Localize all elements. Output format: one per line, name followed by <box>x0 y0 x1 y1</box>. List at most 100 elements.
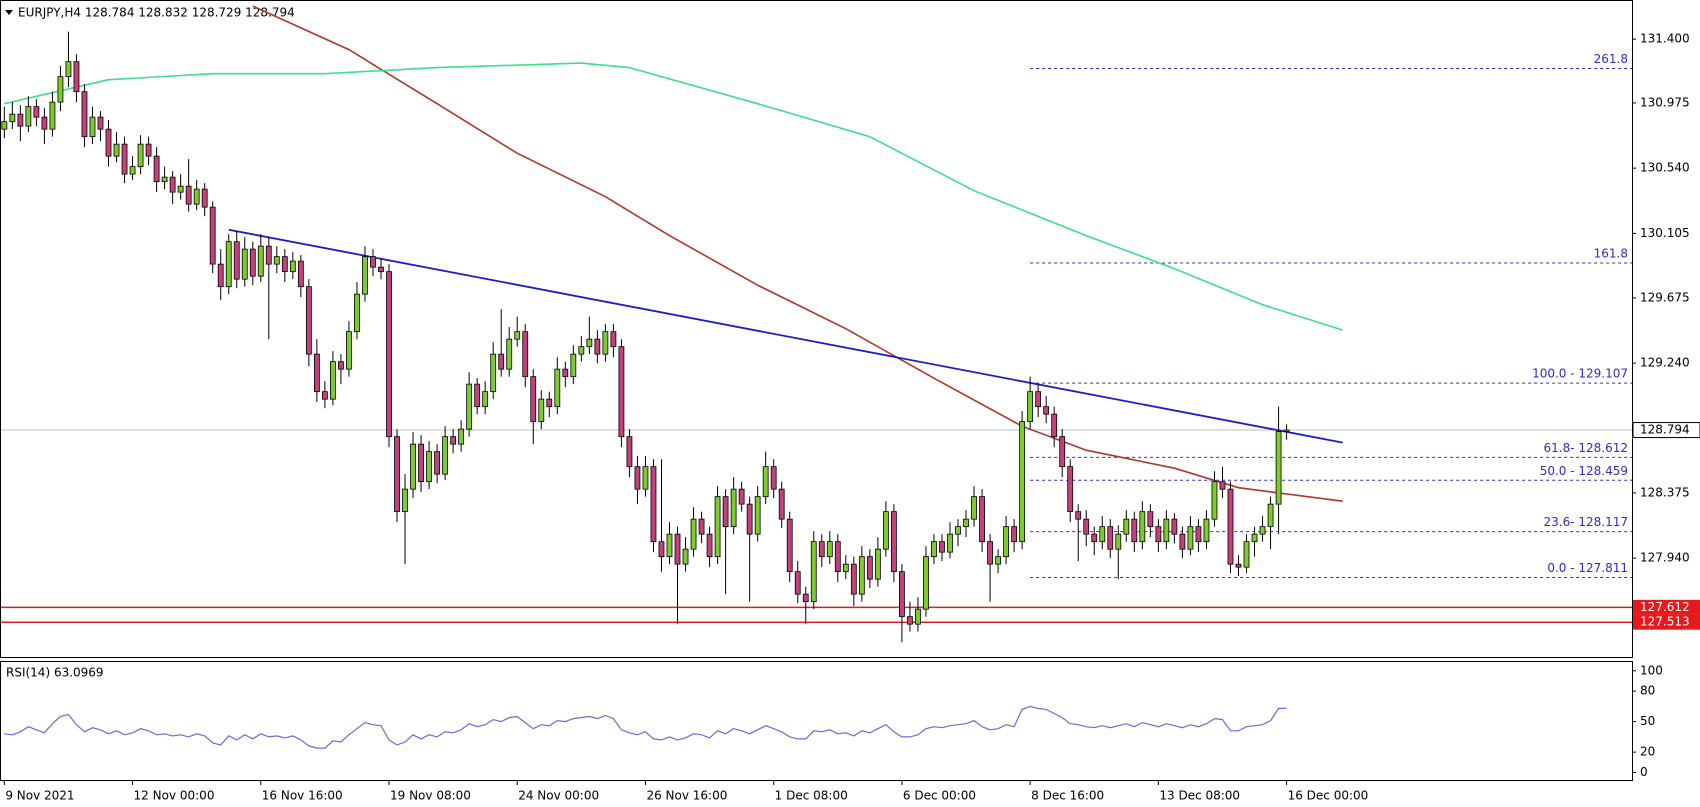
candle-body <box>1275 431 1282 505</box>
fib-label: 261.8 <box>1594 52 1628 66</box>
candle-body <box>73 61 80 93</box>
candle-body <box>249 248 256 277</box>
symbol-arrow <box>5 10 13 15</box>
y-tick-label: 130.540 <box>1640 161 1690 175</box>
candle-body <box>193 188 200 205</box>
candle-body <box>690 518 697 550</box>
candle-body <box>297 260 304 288</box>
candle-body <box>931 541 937 558</box>
fib-label: 100.0 - 129.107 <box>1532 367 1628 381</box>
candle-body <box>923 556 929 610</box>
candle-body <box>578 346 585 355</box>
candle-body <box>1139 511 1146 543</box>
candle-body <box>89 116 96 138</box>
candle-body <box>915 608 921 625</box>
price-label: 127.513 <box>1640 615 1690 629</box>
candle-body <box>281 256 288 273</box>
candle-body <box>17 113 24 127</box>
y-tick-label: 128.375 <box>1640 485 1690 499</box>
candle-body <box>1003 526 1009 558</box>
rsi-title: RSI(14) 63.0969 <box>6 666 104 680</box>
candle-body <box>1091 533 1098 543</box>
candle-body <box>538 398 545 423</box>
candle-body <box>562 368 569 378</box>
candle-body <box>41 116 48 130</box>
candle-body <box>714 496 721 558</box>
candle-body <box>963 518 969 528</box>
candle-body <box>594 338 601 355</box>
candle-body <box>330 361 336 400</box>
x-tick-label: 16 Nov 16:00 <box>262 789 343 803</box>
candle-body <box>354 293 360 333</box>
candle-body <box>105 128 112 157</box>
candle-body <box>185 185 192 205</box>
candle-body <box>434 451 440 475</box>
y-tick-label: 130.105 <box>1640 226 1690 240</box>
candle-body <box>730 488 737 528</box>
candle-body <box>770 466 777 490</box>
candle-body <box>858 556 865 595</box>
fib-label: 23.6- 128.117 <box>1544 515 1629 529</box>
y-tick-label: 127.940 <box>1640 551 1690 565</box>
candle-body <box>1 121 8 130</box>
candle-body <box>241 248 248 280</box>
candle-body <box>1155 526 1162 543</box>
candle-body <box>834 541 841 573</box>
candle-body <box>1243 541 1250 568</box>
candle-body <box>217 263 224 288</box>
candle-body <box>402 488 408 513</box>
fib-label: 50.0 - 128.459 <box>1540 464 1628 478</box>
candle-body <box>169 176 176 193</box>
x-tick-label: 16 Dec 00:00 <box>1288 789 1369 803</box>
x-tick-label: 13 Dec 08:00 <box>1159 789 1240 803</box>
candle-body <box>514 331 521 340</box>
trendline <box>228 228 1343 444</box>
candle-body <box>25 106 32 127</box>
x-tick-label: 8 Dec 16:00 <box>1031 789 1104 803</box>
candle-body <box>794 571 801 595</box>
candle-body <box>506 338 513 370</box>
candle-body <box>1131 518 1138 543</box>
candle-body <box>546 398 553 408</box>
y-tick-label: 129.675 <box>1640 290 1690 304</box>
candle-body <box>1035 391 1042 408</box>
y-tick-label: 131.400 <box>1640 32 1690 46</box>
candle-body <box>9 113 16 123</box>
chart-title: EURJPY,H4 128.784 128.832 128.729 128.79… <box>18 6 295 20</box>
candle-body <box>498 353 505 370</box>
candle-body <box>762 466 769 498</box>
candle-body <box>201 188 208 208</box>
candle-body <box>907 616 913 625</box>
candle-body <box>1051 413 1058 438</box>
y-tick-label: 129.240 <box>1640 356 1690 370</box>
candle-body <box>955 526 961 535</box>
y-tick-label: 100 <box>1640 663 1663 677</box>
candle-body <box>610 331 617 348</box>
price-label-box <box>1633 599 1700 615</box>
rsi-line <box>4 705 1287 749</box>
candle-body <box>971 496 977 520</box>
candle-body <box>778 488 785 520</box>
candle-body <box>1115 533 1122 550</box>
candle-body <box>338 361 344 370</box>
candle-body <box>482 391 489 408</box>
candle-body <box>129 166 136 175</box>
candle-body <box>386 271 392 438</box>
candle-body <box>113 143 120 157</box>
candle-body <box>586 338 593 348</box>
candle-body <box>570 353 577 378</box>
candle-body <box>899 571 905 618</box>
candle-body <box>121 143 128 175</box>
candle-body <box>650 466 657 543</box>
candle-body <box>57 76 64 103</box>
x-tick-label: 19 Nov 08:00 <box>390 789 471 803</box>
candle-body <box>257 245 264 277</box>
candle-body <box>305 286 312 355</box>
candle-body <box>818 541 825 558</box>
candle-body <box>850 563 857 595</box>
candle-body <box>554 368 561 408</box>
candle-body <box>313 353 320 393</box>
candle-body <box>490 353 497 393</box>
